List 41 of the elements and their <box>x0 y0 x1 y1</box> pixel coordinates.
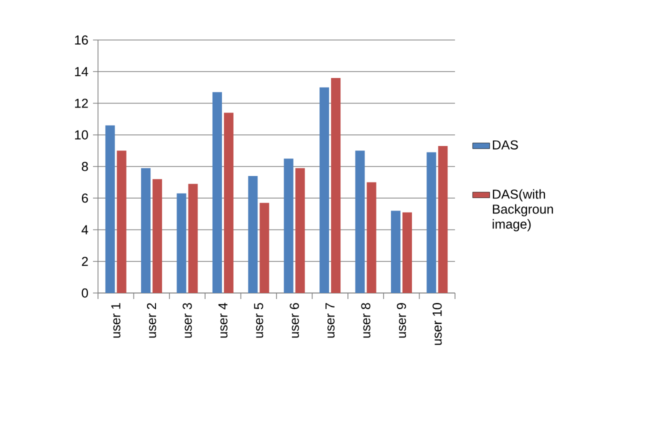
x-tick-label: user 4 <box>218 302 228 338</box>
bar <box>295 168 305 293</box>
bar <box>260 202 270 293</box>
bar <box>116 150 126 293</box>
bar <box>355 150 365 293</box>
x-tick-label: user 6 <box>290 303 299 338</box>
bar <box>176 193 186 293</box>
bar <box>320 87 330 293</box>
x-tick-label: user 8 <box>361 303 370 338</box>
bar <box>426 152 436 293</box>
bar <box>331 78 341 293</box>
x-tick-label: user 5 <box>254 303 264 338</box>
y-tick-label: 10 <box>75 130 88 140</box>
y-tick-label: 8 <box>82 162 88 172</box>
bar <box>212 92 222 293</box>
bar <box>248 176 258 293</box>
x-tick-label: user 1 <box>111 303 120 338</box>
bar <box>105 125 115 293</box>
bar <box>390 210 400 293</box>
bar <box>188 184 198 293</box>
bar <box>141 168 151 293</box>
y-tick-label: 2 <box>82 256 88 266</box>
x-tick-label: user 10 <box>432 303 442 345</box>
y-tick-label: 16 <box>75 35 88 45</box>
x-tick-label: user 3 <box>182 303 192 338</box>
y-tick-label: 12 <box>75 98 88 108</box>
x-tick-label: user 2 <box>146 303 156 338</box>
y-tick-label: 6 <box>82 194 88 203</box>
y-tick-label: 0 <box>82 288 88 298</box>
y-tick-label: 4 <box>82 225 88 234</box>
bar <box>366 182 376 293</box>
y-tick-label: 14 <box>75 67 88 76</box>
x-tick-label: user 9 <box>396 303 406 338</box>
x-tick-label: user 7 <box>326 303 335 338</box>
legend-label: DAS <box>492 140 518 150</box>
bar <box>284 158 294 293</box>
legend-label: DAS(with Backgroun image) <box>492 189 553 232</box>
bar <box>402 212 412 293</box>
bar <box>224 112 234 293</box>
bar <box>438 146 448 293</box>
bar <box>152 179 162 293</box>
